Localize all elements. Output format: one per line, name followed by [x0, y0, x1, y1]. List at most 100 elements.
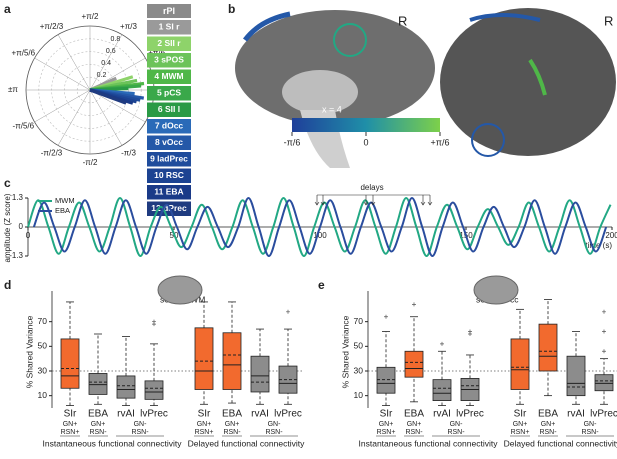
annotation-arrow — [421, 195, 425, 205]
box — [251, 356, 269, 392]
network-label: RSN+ — [61, 429, 80, 436]
outlier — [602, 330, 606, 334]
y-tick-label: 30 — [354, 365, 364, 375]
y-tick-label: 50 — [38, 341, 48, 351]
category-label: rvAI — [251, 409, 269, 420]
box — [433, 380, 451, 401]
slice-label: x = 4 — [322, 104, 342, 114]
network-label: GN+ — [197, 421, 212, 428]
angle-grid — [58, 90, 90, 145]
network-label: GN+ — [379, 421, 394, 428]
network-label: RSN- — [131, 429, 149, 436]
colorbar-tick-label: +π/6 — [431, 137, 450, 147]
category-label: EBA — [88, 409, 108, 420]
group-label: Delayed functional connectivity — [188, 438, 305, 448]
angle-tick-label: -π/5/6 — [13, 122, 35, 131]
angle-tick-label: +π/3 — [120, 22, 137, 31]
category-label: rvAI — [117, 409, 135, 420]
category-label: SIr — [64, 409, 77, 420]
angle-tick-label: +π/5/6 — [12, 49, 36, 58]
box — [145, 381, 163, 400]
radial-tick-label: 0.2 — [97, 72, 107, 79]
colorbar-tick-label: 0 — [363, 137, 368, 147]
network-label: RSN+ — [511, 429, 530, 436]
outlier — [412, 302, 416, 306]
category-label: lvPrec — [274, 409, 302, 420]
y-tick-label: 50 — [354, 341, 364, 351]
hemisphere-label: R — [604, 13, 613, 28]
panel-label: d — [4, 278, 11, 292]
network-label: GN+ — [541, 421, 556, 428]
network-label: GN+ — [63, 421, 78, 428]
annotation-arrow — [315, 195, 319, 205]
box — [377, 367, 395, 393]
annotation: delays — [360, 183, 383, 192]
legend-label: 11 EBA — [154, 187, 183, 197]
annotation-arrow — [321, 195, 325, 205]
legend-label: MWM — [55, 196, 75, 205]
angle-tick-label: -π/2/3 — [41, 148, 63, 157]
y-tick-label: 10 — [38, 390, 48, 400]
group-label: Instantaneous functional connectivity — [359, 438, 499, 448]
brain-inset — [474, 276, 518, 304]
network-label: GN- — [134, 421, 148, 428]
legend-label: 6 SII l — [158, 104, 180, 114]
colorbar — [292, 118, 440, 132]
category-label: EBA — [222, 409, 242, 420]
angle-tick-label: -π/3 — [121, 148, 136, 157]
angle-grid — [35, 58, 90, 90]
category-label: EBA — [538, 409, 558, 420]
category-label: rvAI — [567, 409, 585, 420]
angle-tick-label: +π/2 — [82, 12, 99, 21]
legend-label: 4 MWM — [154, 71, 183, 81]
category-label: SIr — [198, 409, 211, 420]
outlier — [602, 310, 606, 314]
angle-tick-label: -π/2 — [83, 158, 98, 167]
box — [405, 351, 423, 377]
panel-label: a — [4, 2, 11, 16]
radial-tick-label: 0.4 — [101, 60, 111, 67]
legend-label: 5 pCS — [157, 88, 181, 98]
outlier — [468, 330, 472, 334]
y-tick-label: 10 — [354, 390, 364, 400]
network-label: GN+ — [91, 421, 106, 428]
panel-label: e — [318, 278, 325, 292]
network-label: RSN- — [89, 429, 107, 436]
sagittal-core — [282, 70, 358, 114]
network-label: RSN- — [581, 429, 599, 436]
box — [117, 376, 135, 398]
panel-label: b — [228, 2, 235, 16]
legend-label: 2 SII r — [157, 38, 181, 48]
legend-label: EBA — [55, 206, 70, 215]
x-tick-label: 0 — [26, 231, 31, 240]
box — [61, 339, 79, 388]
network-label: RSN- — [405, 429, 423, 436]
colorbar-tick-label: -π/6 — [284, 137, 301, 147]
box — [567, 356, 585, 395]
network-label: GN+ — [513, 421, 528, 428]
box — [511, 339, 529, 390]
category-label: lvPrec — [590, 409, 617, 420]
y-axis-label: % Shared Variance — [24, 315, 34, 388]
outlier — [384, 315, 388, 319]
box — [89, 373, 107, 394]
box — [195, 328, 213, 390]
category-label: lvPrec — [140, 409, 168, 420]
network-label: RSN- — [265, 429, 283, 436]
annotation-arrow — [428, 195, 432, 205]
angle-grid — [58, 35, 90, 90]
angle-tick-label: ±π — [8, 85, 18, 94]
legend-label: 9 ladPrec — [150, 154, 188, 164]
network-label: RSN- — [447, 429, 465, 436]
category-label: rvAI — [433, 409, 451, 420]
legend-label: 3 sPOS — [154, 55, 184, 65]
outlier — [440, 342, 444, 346]
network-label: RSN- — [539, 429, 557, 436]
hemisphere-label: R — [398, 13, 407, 28]
lateral-brain — [440, 8, 616, 156]
angle-tick-label: +π/2/3 — [40, 22, 64, 31]
y-tick-label: 30 — [38, 365, 48, 375]
network-label: GN- — [268, 421, 282, 428]
